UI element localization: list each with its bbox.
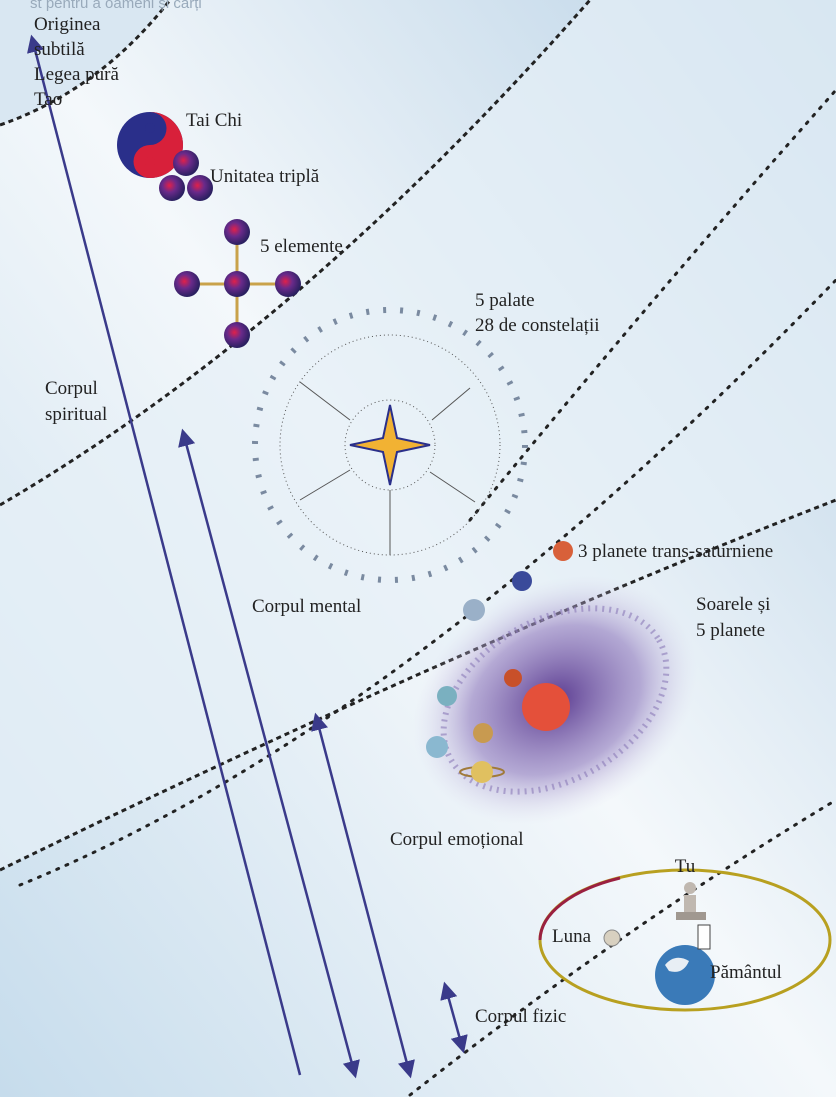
- diagram: st pentru a oameni și cărți Originea sub…: [0, 0, 836, 1097]
- label: 3 planete trans-saturniene: [578, 541, 773, 562]
- label: Corpul fizic: [475, 1006, 566, 1027]
- label: subtilă: [34, 39, 85, 60]
- label: Corpul: [45, 378, 98, 399]
- label: 5 elemente: [260, 236, 343, 257]
- yin-yang: [117, 112, 183, 178]
- label: 28 de constelații: [475, 315, 600, 336]
- label: Luna: [552, 926, 592, 947]
- label: 5 planete: [696, 620, 765, 641]
- label: Tao: [34, 89, 62, 110]
- label: Corpul mental: [252, 596, 361, 617]
- label: spiritual: [45, 404, 107, 425]
- label: Corpul emoțional: [390, 829, 524, 850]
- label: Originea: [34, 14, 101, 35]
- label: Tai Chi: [186, 110, 242, 131]
- label: 5 palate: [475, 290, 535, 311]
- label: Pământul: [710, 962, 782, 983]
- label: Tu: [675, 856, 696, 877]
- page: st pentru a oameni și cărți Originea sub…: [0, 0, 836, 1097]
- header: st pentru a oameni și cărți: [30, 0, 202, 12]
- label: Soarele și: [696, 594, 770, 615]
- label: Legea pură: [34, 64, 119, 85]
- label: Unitatea triplă: [210, 166, 320, 187]
